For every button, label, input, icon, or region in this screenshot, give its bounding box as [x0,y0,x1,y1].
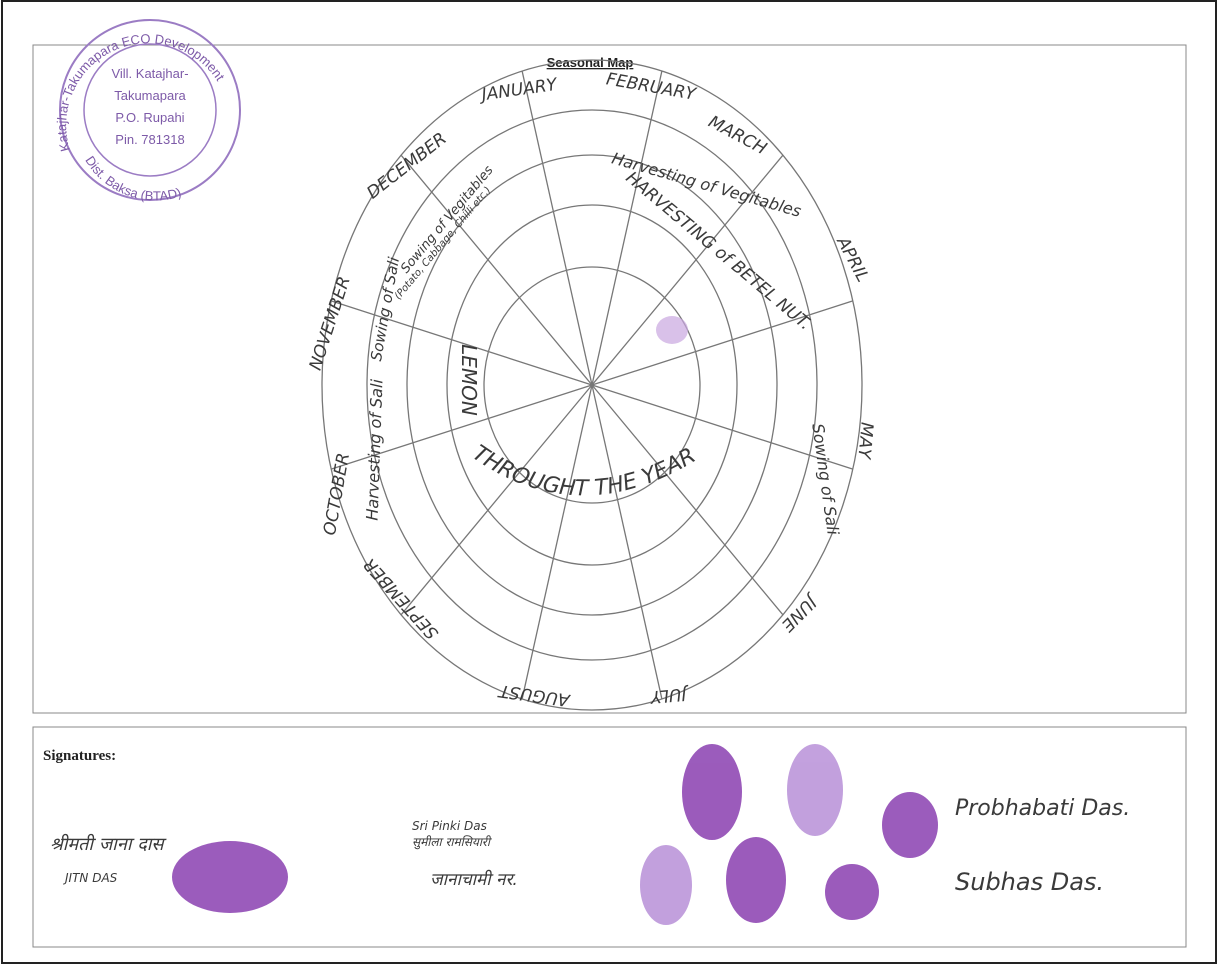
signature: Subhas Das. [955,868,1104,896]
spoke [401,155,592,385]
stamp-line: Pin. 781318 [115,132,184,147]
signature: श्रीमती जाना दास [50,833,167,855]
thumbprint [882,792,938,858]
thumbprint [172,841,288,913]
spoke [592,385,662,699]
smudge [656,316,688,344]
activity: LEMON [457,344,481,416]
month-label: OCTOBER [320,451,354,536]
stamp-line: Takumapara [114,88,186,103]
thumbprint [726,837,786,923]
spoke [592,385,783,615]
activity: Harvesting of Sali [363,378,387,521]
stamp-line: P.O. Rupahi [115,110,184,125]
stamp-ring-text: Dist. Baksa (BTAD) [82,153,183,203]
spoke [592,71,662,385]
month-label: FEBRUARY [605,69,699,105]
thumbprint [787,744,843,836]
signatures: Signatures: श्रीमती जाना दास JITN DAS Sr… [43,744,1130,925]
month-label: MARCH [705,112,770,159]
signature: JITN DAS [63,871,118,885]
signature: जानाचामी नर. [430,869,518,890]
activity: Sowing of Sali [367,255,403,363]
stamp-line: Vill. Katajhar- [111,66,188,81]
thumbprint [640,845,692,925]
activities: Harvesting of Vegitables HARVESTING of B… [363,149,843,537]
thumbprint [682,744,742,840]
activity: Sowing of Sali [808,422,843,536]
month-label: JUNE [777,590,822,635]
thumbprint [825,864,879,920]
thumbprints [172,744,938,925]
month-label: JANUARY [477,75,559,106]
document-page: Katajhar-Takumapara ECO Development Dist… [0,0,1219,965]
stamp-ring-bottom: Dist. Baksa (BTAD) [82,153,183,203]
month-label: SEPTEMBER [360,554,443,643]
signatures-label: Signatures: [43,748,116,764]
signature: Sri Pinki Das [412,819,487,833]
signature: Probhabati Das. [955,796,1130,821]
month-label: AUGUST [496,680,572,710]
spoke [522,71,592,385]
month-label: APRIL [832,233,873,286]
spoke [592,301,853,385]
month-label: JULY [648,683,690,706]
signature-panel [33,727,1186,947]
activity: (Potato, Cabbage, Chilli etc.) [393,185,494,302]
month-label: DECEMBER [363,129,450,203]
signature: सुमीला रामसियारी [412,835,493,850]
month-label: NOVEMBER [306,274,355,373]
spoke [522,385,592,699]
month-label: MAY [853,421,876,461]
stamp: Katajhar-Takumapara ECO Development Dist… [54,20,240,203]
